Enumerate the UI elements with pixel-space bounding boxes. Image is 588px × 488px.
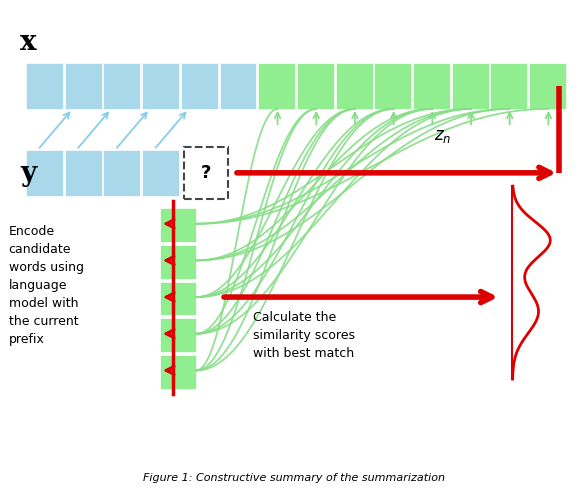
Bar bbox=[219, 63, 256, 109]
Bar bbox=[160, 355, 196, 389]
Bar bbox=[65, 63, 102, 109]
Text: Calculate the
similarity scores
with best match: Calculate the similarity scores with bes… bbox=[253, 311, 355, 360]
Text: x: x bbox=[20, 29, 37, 56]
Bar bbox=[258, 63, 295, 109]
Bar bbox=[26, 150, 63, 196]
Bar bbox=[103, 150, 141, 196]
Bar bbox=[452, 63, 489, 109]
Bar bbox=[160, 208, 196, 242]
Bar bbox=[142, 150, 179, 196]
Bar bbox=[26, 63, 63, 109]
Text: $z_n$: $z_n$ bbox=[434, 127, 451, 145]
Bar bbox=[375, 63, 411, 109]
Bar bbox=[160, 318, 196, 352]
Bar bbox=[336, 63, 373, 109]
Text: y: y bbox=[20, 160, 36, 186]
Bar bbox=[160, 245, 196, 279]
Bar bbox=[184, 147, 228, 199]
Bar bbox=[65, 150, 102, 196]
Bar bbox=[160, 282, 196, 315]
Bar bbox=[490, 63, 527, 109]
Bar bbox=[181, 63, 218, 109]
Text: Encode
candidate
words using
language
model with
the current
prefix: Encode candidate words using language mo… bbox=[9, 224, 83, 346]
Text: ?: ? bbox=[201, 164, 211, 182]
Bar bbox=[142, 63, 179, 109]
Text: Figure 1: Constructive summary of the summarization: Figure 1: Constructive summary of the su… bbox=[143, 473, 445, 483]
Bar bbox=[413, 63, 450, 109]
Bar bbox=[103, 63, 141, 109]
Bar bbox=[297, 63, 334, 109]
Bar bbox=[529, 63, 566, 109]
